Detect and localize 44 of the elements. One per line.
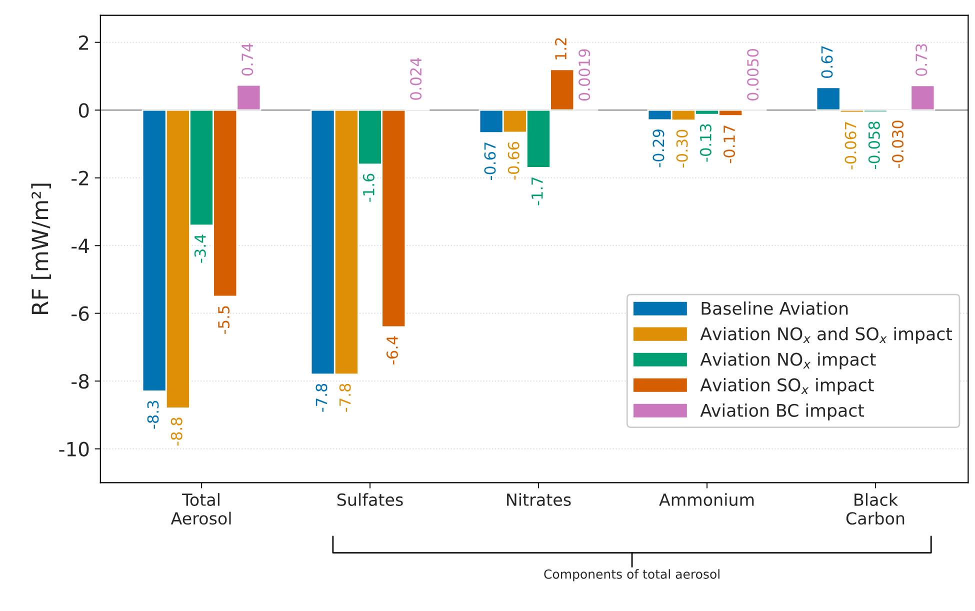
text: -8.8 <box>170 418 182 446</box>
text: -1.6 <box>362 174 374 202</box>
text: -5.5 <box>218 306 230 334</box>
x-tick-label: Total Aerosol <box>170 493 231 525</box>
legend-label: Baseline Aviation <box>702 301 848 315</box>
x-tick-label: Nitrates <box>507 493 571 506</box>
text: 0.74 <box>242 43 254 76</box>
text: -7.8 <box>339 384 351 412</box>
text: -0.13 <box>700 124 712 162</box>
text: -0.17 <box>723 126 736 164</box>
text: -0.058 <box>868 122 880 170</box>
x-tick-label: Black Carbon <box>846 493 904 525</box>
text: 0.024 <box>410 58 422 100</box>
y-tick-label: 0 <box>78 103 89 118</box>
text: 0.0019 <box>578 49 590 101</box>
text: -3.4 <box>194 234 206 263</box>
y-tick-label: 2 <box>79 35 88 50</box>
y-axis-title: RF [mW/m²] <box>31 184 52 314</box>
text: -7.8 <box>316 384 328 412</box>
text: Components of total aerosol <box>544 569 720 582</box>
legend-label: Aviation BC impact <box>700 404 864 420</box>
text: -8.3 <box>147 400 159 429</box>
text: 0.73 <box>916 44 928 76</box>
y-tick-label: -4 <box>72 238 89 253</box>
x-tick-label: Sulfates <box>337 493 403 506</box>
legend-label: Aviation NO$_{x}$ impact <box>700 352 876 370</box>
text: -0.67 <box>484 142 496 180</box>
text: -0.30 <box>676 130 688 168</box>
x-tick-label: Ammonium <box>659 493 754 506</box>
text: 0.67 <box>821 46 833 78</box>
legend-label: Aviation NO$_{x}$ and SO$_{x}$ impact <box>700 326 952 344</box>
text: -0.66 <box>508 142 520 180</box>
legend-label: Aviation SO$_{x}$ impact <box>700 378 874 395</box>
text: -1.7 <box>532 177 543 206</box>
text: -6.4 <box>386 336 398 364</box>
text: -0.067 <box>844 122 856 170</box>
y-tick-label: -8 <box>72 374 89 389</box>
text: -0.030 <box>892 120 904 168</box>
y-tick-label: -6 <box>72 306 89 321</box>
y-tick-label: -10 <box>59 442 89 456</box>
text: -0.29 <box>652 129 664 168</box>
text: 1.2 <box>554 38 566 60</box>
text: 0.0050 <box>747 49 759 100</box>
y-tick-label: -2 <box>72 170 88 186</box>
